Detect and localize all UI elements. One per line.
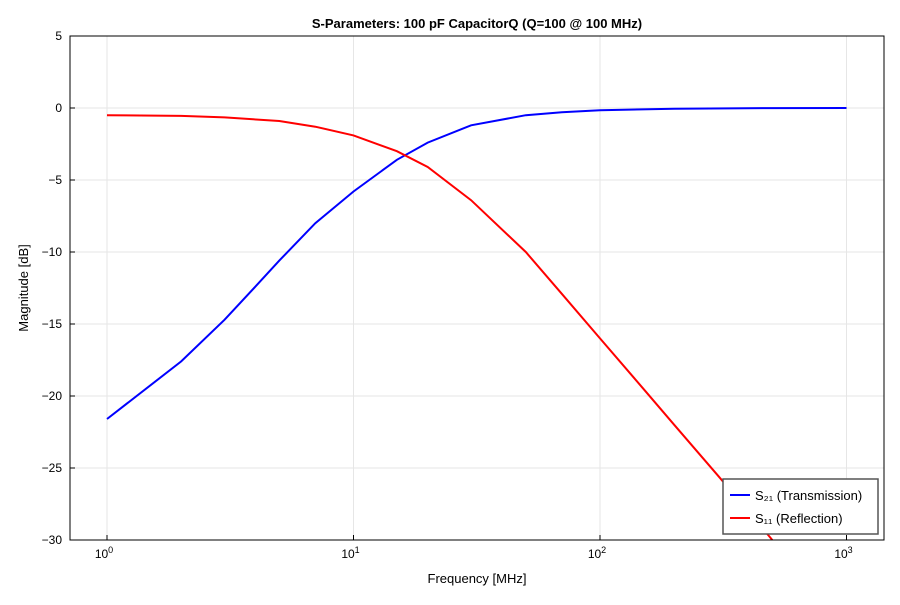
x-tick-label: 100 [95, 545, 113, 561]
y-tick-label: 5 [55, 29, 62, 43]
plot-frame [69, 35, 885, 541]
legend-label-s11: S₁₁ (Reflection) [755, 511, 843, 526]
x-tick-label: 101 [341, 545, 359, 561]
y-tick-label: −25 [42, 461, 63, 475]
legend: S₂₁ (Transmission) S₁₁ (Reflection) [722, 478, 879, 535]
ticks: 100 101 102 103 5 0 −5 −10 −15 −20 −25 −30 [42, 29, 853, 561]
y-tick-label: −20 [42, 389, 63, 403]
y-tick-label: −15 [42, 317, 63, 331]
x-tick-label: 102 [588, 545, 606, 561]
x-axis-label: Frequency [MHz] [428, 571, 527, 586]
legend-label-s21: S₂₁ (Transmission) [755, 488, 862, 503]
legend-box [722, 478, 879, 535]
chart-title: S-Parameters: 100 pF CapacitorQ (Q=100 @… [312, 16, 642, 31]
y-axis-label: Magnitude [dB] [16, 244, 31, 331]
series-line-s11 [106, 114, 774, 540]
y-tick-label: −10 [42, 245, 63, 259]
y-tick-label: 0 [55, 101, 62, 115]
grid [70, 35, 884, 541]
y-tick-label: −5 [48, 173, 62, 187]
series-group [106, 107, 847, 540]
x-tick-label: 103 [834, 545, 852, 561]
series-line-s21 [106, 107, 847, 420]
y-tick-label: −30 [42, 533, 63, 547]
